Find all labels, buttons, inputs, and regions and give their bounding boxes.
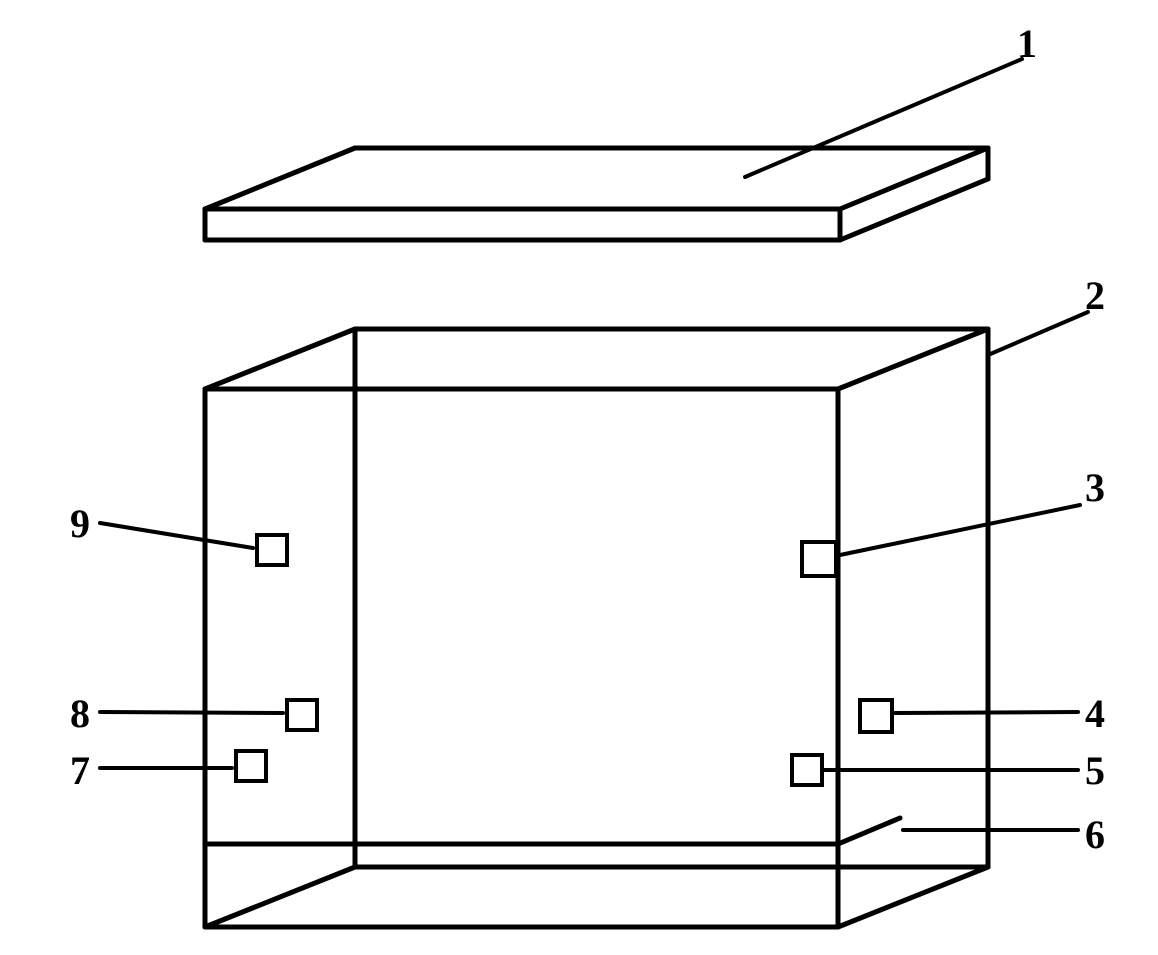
label-1: 1 bbox=[1017, 20, 1037, 67]
label-9: 9 bbox=[70, 500, 90, 547]
diagram-svg bbox=[0, 0, 1158, 955]
label-6: 6 bbox=[1085, 811, 1105, 858]
label-8: 8 bbox=[70, 690, 90, 737]
technical-diagram: 1 2 3 4 5 6 7 8 9 bbox=[0, 0, 1158, 955]
label-3: 3 bbox=[1085, 464, 1105, 511]
label-5: 5 bbox=[1085, 747, 1105, 794]
label-7: 7 bbox=[70, 747, 90, 794]
label-4: 4 bbox=[1085, 690, 1105, 737]
label-2: 2 bbox=[1085, 272, 1105, 319]
